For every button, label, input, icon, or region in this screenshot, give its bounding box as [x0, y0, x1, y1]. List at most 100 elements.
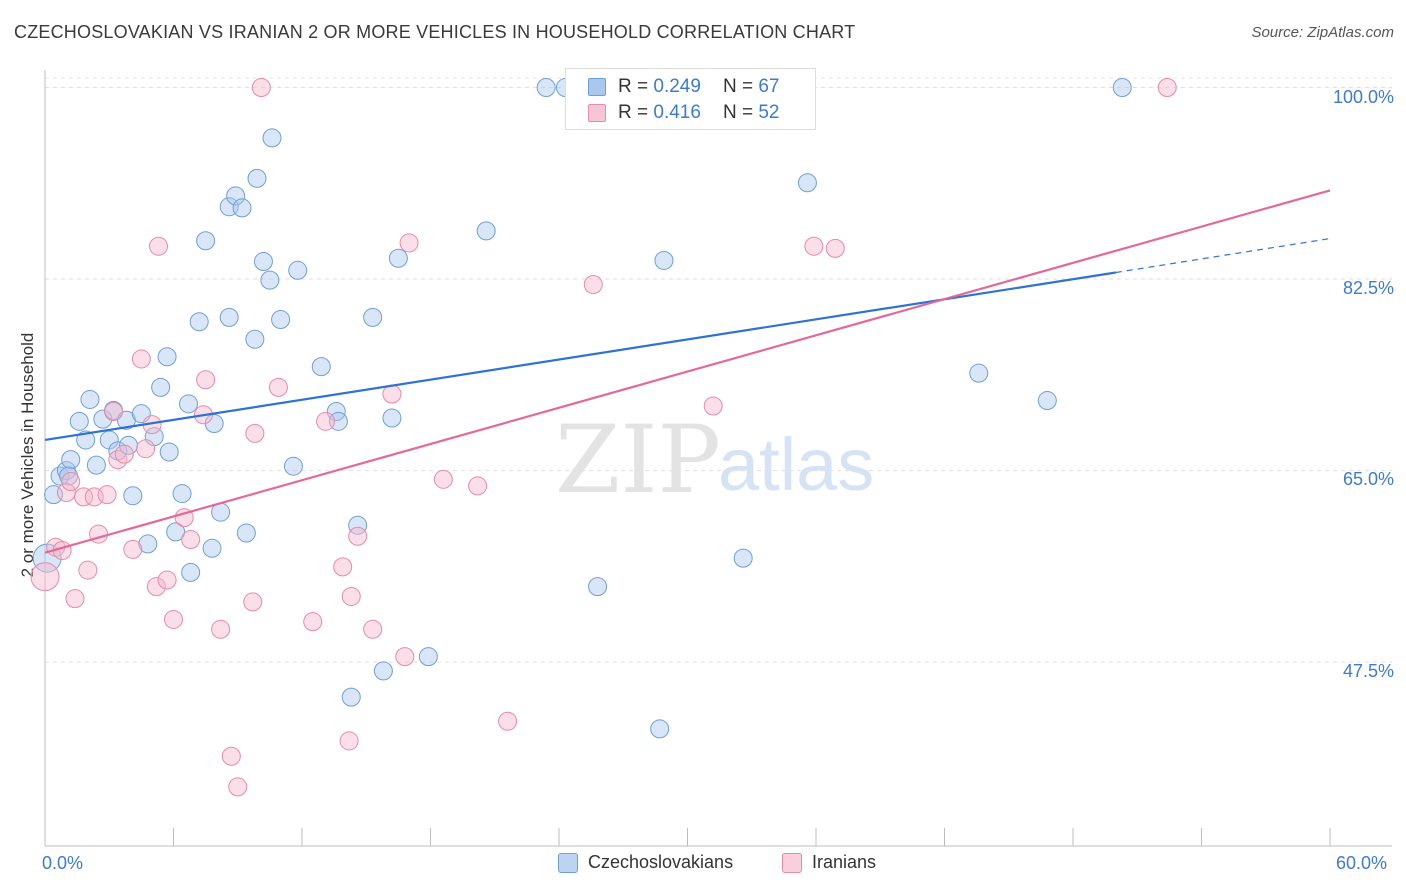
data-point	[804, 236, 824, 256]
gridlines	[45, 77, 1392, 663]
data-point	[583, 275, 603, 295]
watermark-atlas: atlas	[718, 423, 874, 506]
data-point	[181, 562, 201, 582]
data-point	[61, 450, 81, 470]
data-point	[363, 619, 383, 639]
pink-swatch	[782, 852, 802, 873]
blue-swatch	[558, 852, 578, 873]
data-point	[395, 647, 415, 667]
data-point	[654, 250, 674, 270]
legend-item-iranians[interactable]: Iranians	[782, 852, 876, 873]
data-point	[245, 423, 265, 443]
data-point	[271, 310, 291, 330]
data-point	[341, 687, 361, 707]
r-value: 0.249	[653, 76, 701, 97]
data-point	[536, 78, 556, 98]
data-point	[104, 401, 124, 421]
data-point	[74, 487, 94, 507]
watermark-zip: ZIP	[555, 406, 721, 515]
data-point	[399, 233, 419, 253]
legend-label: Czechoslovakians	[588, 852, 734, 872]
data-point	[247, 168, 267, 188]
data-point	[650, 719, 670, 739]
data-point	[363, 307, 383, 327]
data-point	[1157, 78, 1177, 98]
data-point	[303, 612, 323, 632]
data-point	[288, 260, 308, 280]
y-tick-label: 47.5%	[1342, 661, 1394, 681]
data-point	[151, 377, 171, 397]
data-point	[373, 661, 393, 681]
data-point	[1037, 391, 1057, 411]
data-point	[97, 485, 117, 505]
data-point	[123, 486, 143, 506]
data-point	[164, 609, 183, 629]
data-point	[178, 394, 198, 414]
y-tick-label: 82.5%	[1342, 278, 1394, 298]
data-point	[311, 357, 331, 377]
data-point	[316, 411, 336, 431]
data-point	[703, 396, 723, 416]
data-point	[476, 221, 496, 241]
data-point	[181, 530, 201, 550]
data-point	[114, 444, 134, 464]
data-point	[149, 236, 169, 256]
data-point	[253, 252, 273, 272]
data-point	[30, 562, 60, 592]
data-point	[418, 647, 438, 667]
legend-item-czechoslovakians[interactable]: Czechoslovakians	[558, 852, 733, 873]
data-point	[243, 592, 263, 612]
data-point	[348, 526, 368, 546]
data-point	[251, 78, 271, 98]
data-point	[283, 456, 303, 476]
data-point	[157, 347, 177, 367]
y-tick-label: 65.0%	[1342, 469, 1394, 489]
data-point	[219, 307, 239, 327]
data-point	[348, 515, 368, 535]
data-point	[797, 173, 817, 193]
n-value: 67	[758, 76, 780, 97]
data-point	[80, 389, 100, 409]
data-point	[86, 455, 106, 475]
trend-line-iranians	[44, 189, 1331, 554]
data-point	[123, 539, 143, 559]
data-point	[61, 472, 81, 492]
data-point	[382, 408, 402, 428]
data-point	[969, 363, 989, 383]
data-point	[131, 349, 151, 369]
watermark: ZIP atlas	[555, 406, 874, 515]
n-label: N =	[722, 102, 754, 123]
data-point	[196, 370, 216, 390]
data-point	[388, 248, 408, 268]
r-value: 0.416	[653, 102, 701, 123]
data-point	[159, 442, 179, 462]
data-point	[468, 476, 488, 496]
data-point	[245, 329, 265, 349]
x-tick-label: 60.0%	[1336, 853, 1388, 873]
blue-swatch	[588, 78, 606, 96]
data-point	[228, 777, 248, 797]
x-tick-label: 0.0%	[42, 853, 84, 873]
data-point	[157, 570, 177, 590]
data-point	[498, 711, 518, 731]
legend-row-iranians: R = 0.416 N = 52	[588, 102, 779, 124]
stats-legend: R = 0.249 N = 67 R = 0.416 N = 52	[565, 68, 816, 130]
data-point	[825, 238, 845, 258]
data-point	[236, 523, 256, 543]
axes	[44, 70, 1392, 847]
legend-row-czechoslovakians: R = 0.249 N = 67	[588, 76, 779, 98]
series-legend: Czechoslovakians Iranians	[0, 852, 1406, 876]
r-label: R =	[618, 76, 649, 97]
series-czechoslovakians	[32, 78, 1132, 739]
data-point	[268, 377, 288, 397]
data-point	[136, 439, 156, 459]
data-point	[433, 469, 453, 489]
y-tick-label: 100.0%	[1332, 87, 1394, 107]
data-point	[108, 450, 128, 470]
data-point	[172, 484, 192, 504]
data-point	[138, 534, 158, 554]
data-point	[341, 586, 361, 606]
series-iranians	[30, 78, 1177, 797]
data-point	[260, 270, 280, 290]
